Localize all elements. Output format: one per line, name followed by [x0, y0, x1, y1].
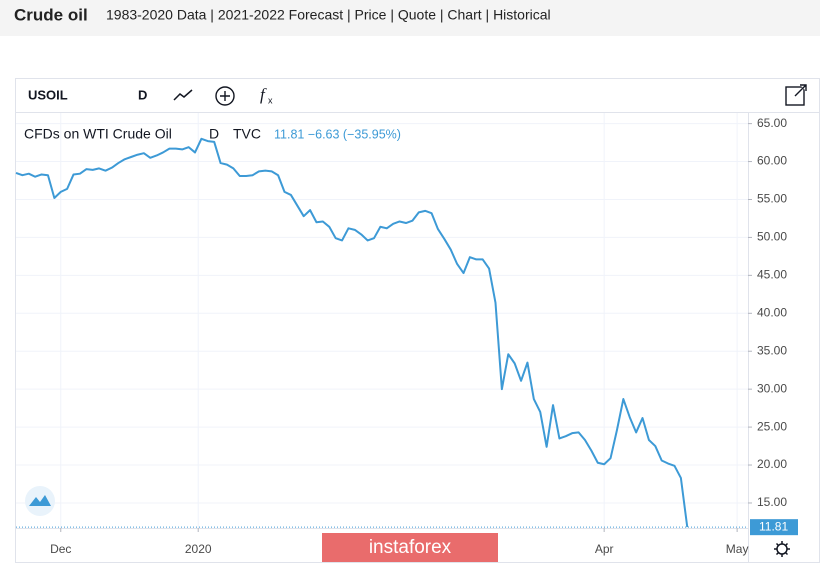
watermark: instaforex	[369, 537, 452, 558]
logo-badge[interactable]	[25, 486, 55, 516]
legend-symbol: CFDs on WTI Crude Oil	[24, 126, 172, 142]
legend-interval: D	[209, 126, 219, 142]
fullscreen-icon[interactable]	[785, 84, 807, 106]
price-line	[15, 137, 689, 528]
indicators-icon[interactable]: f	[260, 85, 267, 104]
toolbar-interval[interactable]: D	[138, 87, 147, 102]
toolbar-symbol[interactable]: USOIL	[28, 87, 68, 102]
y-tick-label: 35.00	[757, 343, 787, 357]
watermark-box	[322, 533, 498, 562]
chart-style-icon[interactable]	[173, 89, 193, 101]
y-tick-label: 40.00	[757, 305, 787, 319]
x-tick-label: Apr	[595, 542, 614, 556]
indicators-icon-sub: x	[268, 95, 273, 105]
y-tick-label: 55.00	[757, 192, 787, 206]
y-tick-label: 30.00	[757, 381, 787, 395]
last-price-label: 11.81	[759, 519, 788, 533]
y-tick-label: 25.00	[757, 419, 787, 433]
y-tick-label: 60.00	[757, 154, 787, 168]
compare-icon[interactable]	[215, 86, 235, 106]
x-tick-label: Dec	[50, 542, 71, 556]
legend-exchange: TVC	[233, 126, 261, 142]
header-links[interactable]: 1983-2020 Data | 2021-2022 Forecast | Pr…	[106, 7, 551, 23]
y-tick-label: 15.00	[757, 495, 787, 509]
page-title: Crude oil	[14, 5, 88, 24]
settings-icon[interactable]	[774, 541, 790, 557]
x-tick-label: 2020	[185, 542, 212, 556]
chart-frame	[15, 78, 820, 563]
y-tick-label: 20.00	[757, 457, 787, 471]
x-tick-label: May	[726, 542, 749, 556]
y-tick-label: 50.00	[757, 230, 787, 244]
y-tick-label: 65.00	[757, 116, 787, 130]
legend-quote: 11.81 −6.63 (−35.95%)	[274, 127, 401, 141]
y-tick-label: 45.00	[757, 268, 787, 282]
header-band	[0, 0, 820, 36]
last-price-box	[750, 519, 798, 536]
